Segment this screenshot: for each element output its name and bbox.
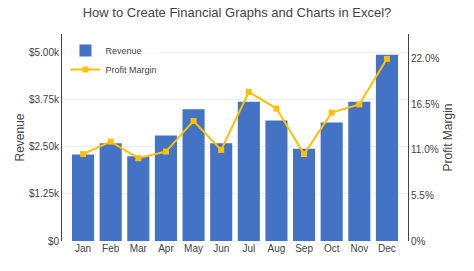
svg-text:$0: $0: [48, 236, 60, 247]
svg-text:$5.00k: $5.00k: [29, 47, 60, 58]
svg-text:Jun: Jun: [213, 243, 229, 254]
svg-text:Nov: Nov: [350, 243, 368, 254]
svg-text:Aug: Aug: [268, 243, 286, 254]
svg-text:May: May: [184, 243, 203, 254]
svg-text:Jan: Jan: [75, 243, 91, 254]
svg-text:$1.25k: $1.25k: [29, 188, 60, 199]
svg-text:$2.50k: $2.50k: [29, 141, 60, 152]
svg-text:22.0%: 22.0%: [411, 53, 439, 64]
svg-text:Profit Margin: Profit Margin: [105, 65, 156, 75]
svg-text:11.0%: 11.0%: [411, 144, 439, 155]
svg-text:Mar: Mar: [130, 243, 148, 254]
svg-text:Dec: Dec: [378, 243, 396, 254]
svg-text:16.5%: 16.5%: [411, 99, 439, 110]
svg-text:Revenue: Revenue: [105, 46, 141, 56]
svg-text:Revenue: Revenue: [13, 113, 27, 161]
svg-text:How to Create Financial Graphs: How to Create Financial Graphs and Chart…: [83, 5, 392, 20]
svg-text:Jul: Jul: [242, 243, 255, 254]
svg-text:Oct: Oct: [324, 243, 340, 254]
svg-text:$3.75k: $3.75k: [29, 94, 60, 105]
svg-text:Apr: Apr: [158, 243, 174, 254]
svg-text:Sep: Sep: [295, 243, 313, 254]
svg-text:5.5%: 5.5%: [411, 190, 434, 201]
svg-text:0%: 0%: [411, 236, 426, 247]
svg-text:Feb: Feb: [102, 243, 120, 254]
svg-text:Profit Margin: Profit Margin: [441, 103, 455, 171]
